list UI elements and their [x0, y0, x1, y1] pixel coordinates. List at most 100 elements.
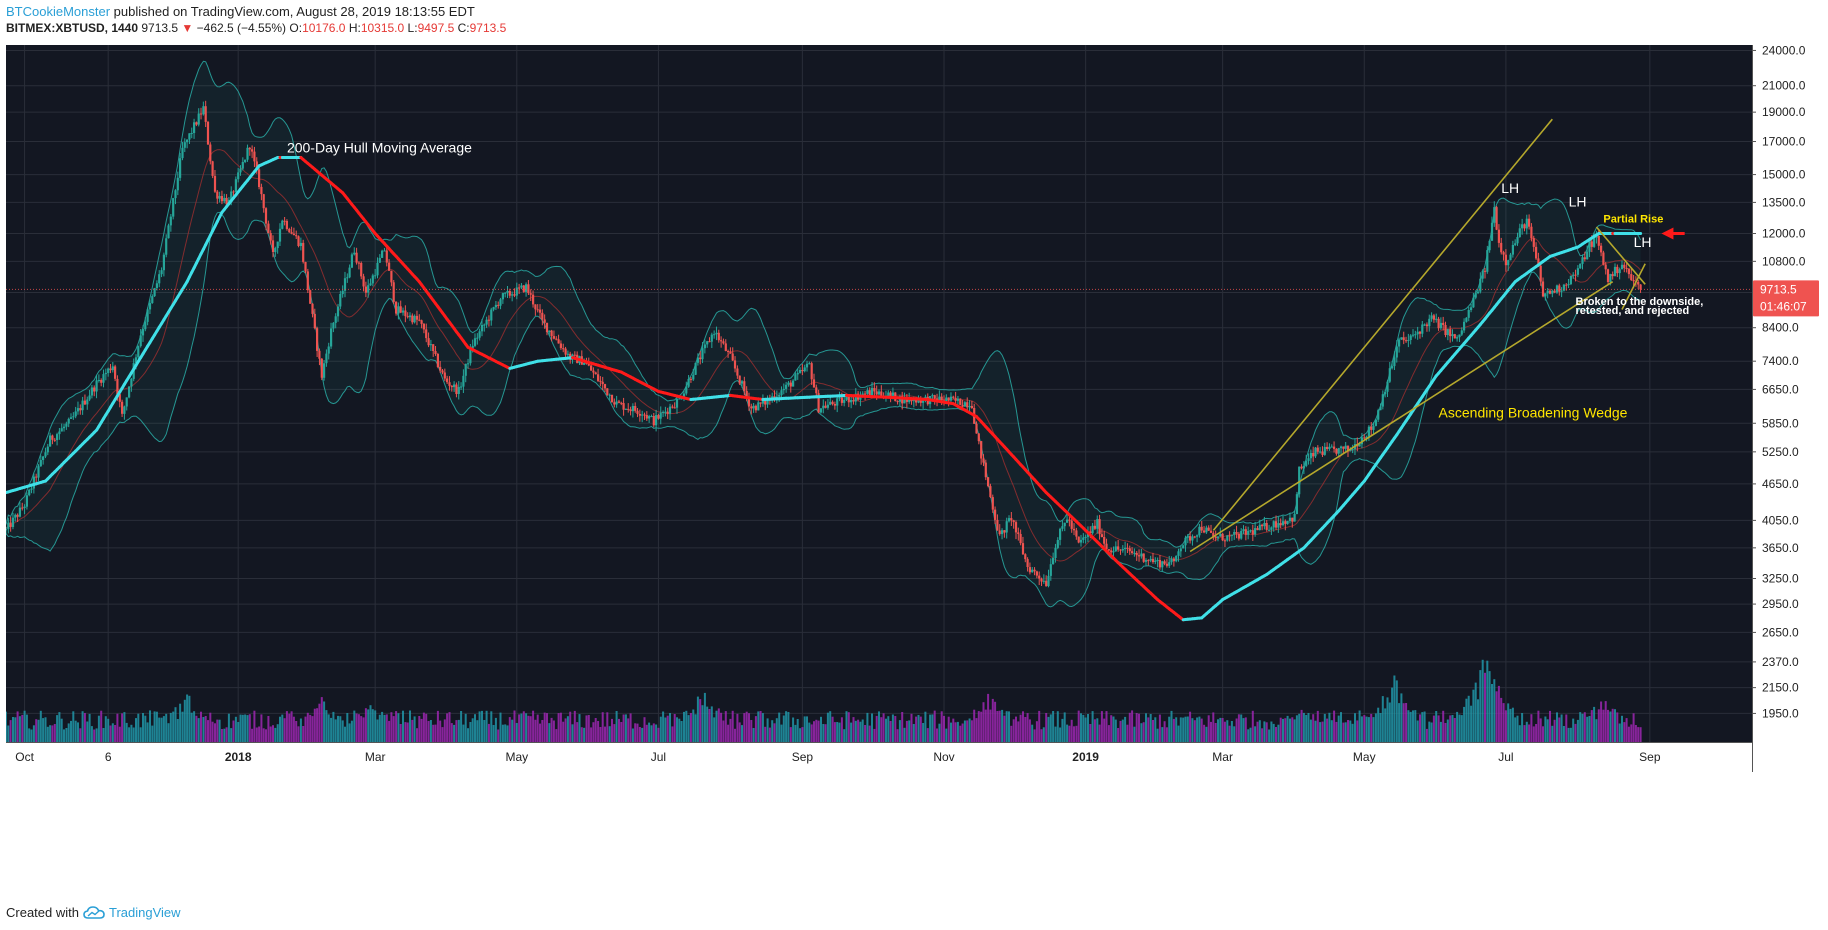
volume-bar — [1277, 724, 1280, 742]
volume-bar — [402, 710, 404, 742]
candle-body — [1632, 280, 1635, 282]
volume-bar — [1019, 714, 1022, 742]
candle-body — [1500, 242, 1503, 253]
volume-bar — [919, 716, 922, 742]
candle-body — [1028, 567, 1031, 573]
volume-bar — [785, 711, 788, 742]
volume-bar — [1435, 711, 1438, 742]
candle-body — [476, 337, 479, 339]
volume-bar — [583, 727, 586, 742]
candle-body — [1572, 274, 1575, 276]
price-chart[interactable]: 24000.0 21000.0 19000.0 17000.0 15000.0 13500… — [4, 43, 1822, 892]
candle-body — [109, 368, 112, 371]
y-tick-label: 2650.0 — [1762, 625, 1799, 639]
candle-body — [1490, 222, 1494, 241]
candle-body — [1351, 449, 1354, 451]
volume-bar — [1456, 711, 1459, 742]
author-link[interactable]: BTCookieMonster — [6, 4, 111, 19]
candle-body — [42, 456, 45, 460]
chart-container[interactable]: 24000.0 21000.0 19000.0 17000.0 15000.0 13500… — [4, 43, 1822, 892]
volume-bar — [476, 720, 479, 742]
volume-bar — [320, 697, 323, 742]
volume-bar — [1593, 706, 1596, 742]
volume-bar — [1442, 710, 1445, 742]
candle-body — [378, 257, 381, 263]
candle-body — [237, 172, 240, 180]
candle-body — [780, 390, 783, 396]
volume-bar — [1223, 721, 1226, 742]
volume-bar — [706, 706, 709, 742]
volume-bar — [761, 713, 764, 742]
candle-body — [176, 177, 179, 191]
candle-body — [167, 225, 170, 239]
volume-bar — [334, 719, 337, 742]
volume-bar — [346, 713, 349, 742]
volume-bar — [56, 715, 59, 742]
candle-body — [836, 398, 839, 406]
volume-bar — [903, 727, 906, 742]
candle-body — [627, 408, 630, 410]
candle-body — [819, 408, 823, 413]
candle-body — [25, 495, 28, 507]
volume-bar — [1170, 710, 1173, 742]
volume-bar — [952, 718, 955, 742]
volume-bar — [395, 711, 398, 742]
volume-bar — [590, 727, 593, 742]
candle-body — [1003, 530, 1006, 533]
volume-bar — [1319, 722, 1322, 742]
volume-bar — [371, 709, 374, 742]
candle-body — [1528, 218, 1531, 227]
y-tick-label: 2150.0 — [1762, 681, 1799, 695]
volume-bar — [599, 727, 602, 742]
volume-bar — [773, 723, 776, 742]
candle-body — [411, 315, 414, 323]
annotation-broken2: retested, and rejected — [1576, 305, 1690, 317]
candle-body — [462, 375, 465, 387]
volume-bar — [30, 729, 33, 742]
volume-bar — [160, 717, 163, 742]
volume-bar — [209, 712, 212, 742]
candle-body — [1084, 536, 1087, 538]
candle-body — [1430, 315, 1433, 319]
volume-bar — [1488, 671, 1491, 742]
candle-body — [1226, 535, 1229, 541]
volume-bar — [587, 715, 590, 742]
candle-body — [959, 398, 962, 405]
candle-body — [487, 319, 490, 321]
volume-bar — [1189, 711, 1192, 742]
candle-body — [573, 354, 576, 356]
volume-bar — [374, 710, 377, 742]
candle-body — [1089, 531, 1092, 534]
volume-bar — [768, 727, 771, 742]
volume-bar — [14, 717, 17, 742]
volume-bar — [1286, 715, 1289, 742]
volume-bar — [813, 721, 815, 742]
volume-bar — [58, 712, 61, 742]
volume-bar — [1388, 702, 1391, 742]
candle-body — [1017, 532, 1020, 534]
volume-bar — [996, 711, 999, 742]
volume-bar — [696, 696, 699, 742]
volume-bar — [878, 711, 880, 742]
volume-bar — [330, 717, 333, 742]
candle-body — [271, 240, 275, 252]
candle-body — [160, 270, 163, 275]
volume-bar — [1439, 721, 1442, 742]
candle-body — [1488, 240, 1491, 251]
candle-body — [1119, 549, 1122, 551]
candle-body — [1569, 275, 1572, 285]
candle-body — [355, 252, 358, 263]
candle-body — [504, 292, 507, 294]
y-tick-label: 2370.0 — [1762, 655, 1799, 669]
candle-body — [826, 404, 829, 408]
tradingview-link[interactable]: TradingView — [108, 905, 181, 920]
volume-bar — [1228, 725, 1231, 742]
volume-bar — [703, 692, 706, 742]
candle-body — [418, 319, 421, 321]
volume-bar — [1546, 719, 1549, 742]
volume-bar — [376, 719, 379, 742]
candle-body — [1532, 238, 1535, 247]
volume-bar — [427, 721, 430, 742]
volume-bar — [866, 712, 869, 742]
x-tick-label: Sep — [792, 750, 814, 764]
